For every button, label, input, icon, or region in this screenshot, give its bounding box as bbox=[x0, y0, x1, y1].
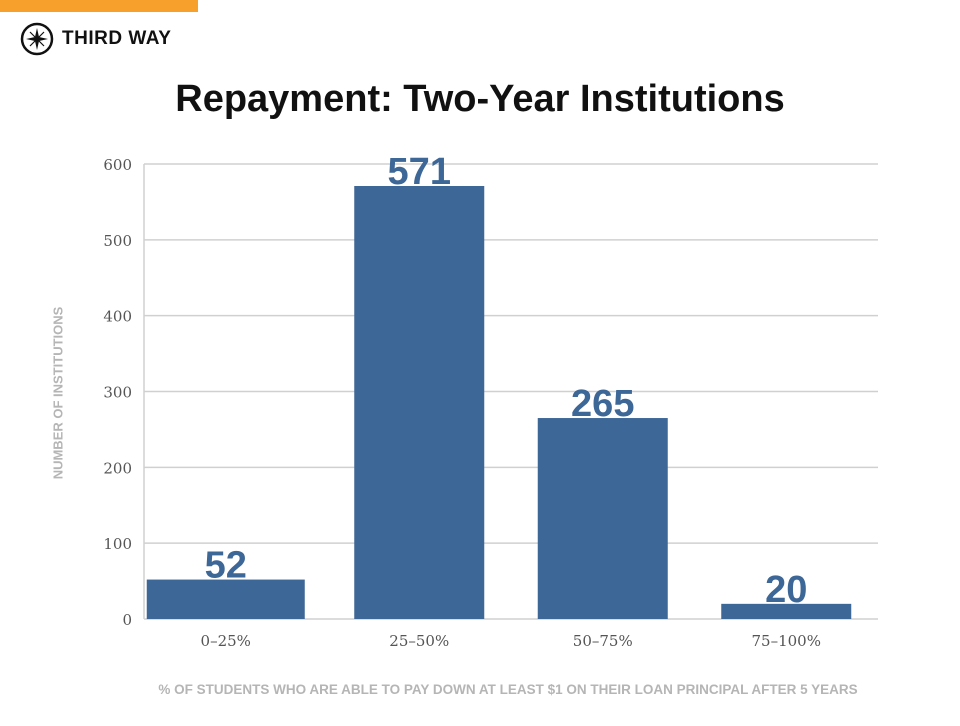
chart-title: Repayment: Two-Year Institutions bbox=[175, 78, 785, 120]
bar bbox=[721, 603, 852, 619]
y-tick-label: 100 bbox=[103, 535, 132, 553]
brand-name: THIRD WAY bbox=[62, 28, 172, 49]
y-tick-label: 500 bbox=[103, 232, 132, 250]
x-tick-label: 50–75% bbox=[573, 632, 633, 650]
bar bbox=[354, 185, 485, 619]
x-axis-label: % OF STUDENTS WHO ARE ABLE TO PAY DOWN A… bbox=[158, 682, 858, 697]
y-tick-label: 400 bbox=[103, 308, 132, 326]
data-label: 52 bbox=[205, 545, 247, 587]
y-axis-label: NUMBER OF INSTITUTIONS bbox=[50, 306, 66, 480]
y-tick-label: 300 bbox=[103, 384, 132, 402]
bar bbox=[146, 579, 305, 619]
data-label: 571 bbox=[388, 151, 451, 193]
y-tick-label: 0 bbox=[122, 611, 132, 629]
data-label: 20 bbox=[765, 569, 807, 611]
x-tick-label: 25–50% bbox=[389, 632, 449, 650]
logo: THIRD WAY bbox=[20, 22, 171, 56]
compass-icon bbox=[20, 22, 54, 56]
accent-bar bbox=[0, 0, 198, 12]
y-tick-label: 600 bbox=[103, 156, 132, 174]
x-tick-label: 0–25% bbox=[201, 632, 251, 650]
data-label: 265 bbox=[571, 383, 634, 425]
x-tick-label: 75–100% bbox=[752, 632, 821, 650]
y-tick-label: 200 bbox=[103, 459, 132, 477]
bar bbox=[537, 418, 668, 619]
